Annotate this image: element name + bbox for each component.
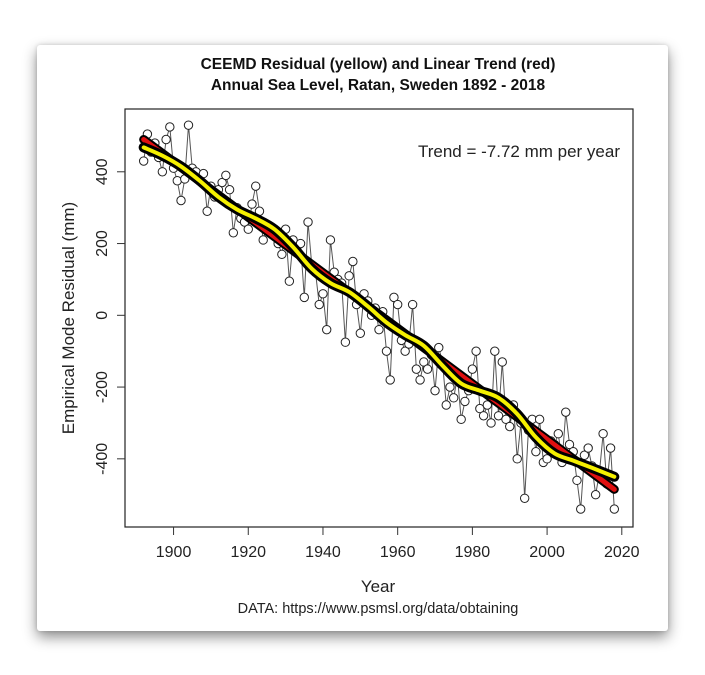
chart-title: CEEMD Residual (yellow) and Linear Trend… xyxy=(201,56,556,73)
data-point xyxy=(576,504,586,514)
y-axis: 400 200 0 -200 -400 xyxy=(94,158,125,475)
y-tick-label: 0 xyxy=(94,311,111,320)
data-point xyxy=(445,382,455,392)
trend-annotation: Trend = -7.72 mm per year xyxy=(418,142,620,161)
data-point xyxy=(318,289,328,299)
data-point xyxy=(340,337,351,347)
data-point xyxy=(534,414,545,425)
data-point xyxy=(407,299,418,310)
x-tick-label: 2000 xyxy=(529,544,565,561)
y-tick-label: -400 xyxy=(94,443,111,475)
data-point xyxy=(501,414,511,425)
x-axis: 1900 1920 1940 1960 1980 2000 2020 xyxy=(156,527,640,561)
data-point xyxy=(579,450,590,460)
data-point xyxy=(183,120,194,130)
data-point xyxy=(411,364,422,374)
y-tick-label: 400 xyxy=(94,158,111,185)
data-point xyxy=(478,411,489,421)
data-point xyxy=(456,414,466,425)
data-point xyxy=(493,411,504,421)
x-tick-label: 1940 xyxy=(305,544,341,561)
y-axis-title: Empirical Mode Residual (mm) xyxy=(59,202,78,434)
data-point xyxy=(355,328,366,338)
data-point xyxy=(419,357,429,367)
source-note: DATA: https://www.psmsl.org/data/obtaini… xyxy=(238,601,519,617)
data-point xyxy=(553,429,563,439)
data-point xyxy=(497,357,507,367)
data-point xyxy=(441,400,451,410)
data-point xyxy=(583,443,593,453)
data-point xyxy=(284,276,295,286)
data-point xyxy=(385,375,395,385)
data-point xyxy=(542,454,552,464)
data-point xyxy=(486,418,496,428)
data-point xyxy=(322,324,332,335)
data-point xyxy=(609,504,620,514)
data-point xyxy=(176,195,186,206)
data-point xyxy=(460,396,470,407)
data-point xyxy=(512,454,522,464)
data-point xyxy=(314,299,324,310)
data-point xyxy=(228,228,239,238)
plot-frame xyxy=(124,108,634,528)
data-point xyxy=(217,177,227,188)
x-tick-label: 1960 xyxy=(380,544,416,561)
data-point xyxy=(449,393,459,403)
data-point xyxy=(490,346,500,356)
data-point xyxy=(572,475,582,486)
data-point xyxy=(258,235,268,245)
data-point xyxy=(277,249,287,260)
residual-curve-outline xyxy=(138,142,620,482)
x-tick-label: 1900 xyxy=(156,544,192,561)
data-point xyxy=(381,346,392,356)
data-point xyxy=(243,224,253,234)
data-point xyxy=(598,429,608,439)
data-point xyxy=(221,170,231,181)
x-tick-label: 1980 xyxy=(455,544,491,561)
data-point xyxy=(531,446,541,457)
data-point xyxy=(165,122,175,132)
data-point xyxy=(138,156,149,166)
data-point xyxy=(561,407,571,417)
x-tick-label: 2020 xyxy=(604,544,640,561)
chart-subtitle: Annual Sea Level, Ratan, Sweden 1892 - 2… xyxy=(211,77,546,94)
data-point xyxy=(564,439,575,450)
data-point xyxy=(389,292,399,303)
data-point xyxy=(590,490,601,500)
data-point xyxy=(422,364,433,374)
x-axis-title: Year xyxy=(361,577,396,596)
data-point xyxy=(505,421,515,432)
data-point xyxy=(400,346,410,356)
data-point xyxy=(224,185,235,195)
data-point xyxy=(251,181,261,191)
data-point xyxy=(299,292,309,303)
data-point xyxy=(161,134,171,145)
data-point xyxy=(434,342,444,353)
data-point xyxy=(325,235,336,245)
residual-curve xyxy=(141,145,617,479)
y-tick-label: -200 xyxy=(94,371,111,403)
data-point xyxy=(157,167,168,177)
y-tick-label: 200 xyxy=(94,230,111,257)
data-layer xyxy=(138,120,620,514)
data-point xyxy=(202,206,212,216)
data-point xyxy=(374,324,384,335)
data-point xyxy=(303,217,313,227)
data-point xyxy=(415,375,425,385)
data-point xyxy=(247,199,257,209)
data-point xyxy=(519,493,530,503)
data-point xyxy=(475,403,485,414)
x-tick-label: 1920 xyxy=(230,544,266,561)
data-point xyxy=(430,385,440,396)
data-point xyxy=(482,400,493,410)
data-point xyxy=(467,364,478,374)
data-point xyxy=(344,271,354,281)
data-point xyxy=(348,256,358,267)
data-point xyxy=(471,346,481,356)
data-point xyxy=(392,299,403,310)
data-point xyxy=(605,443,616,453)
